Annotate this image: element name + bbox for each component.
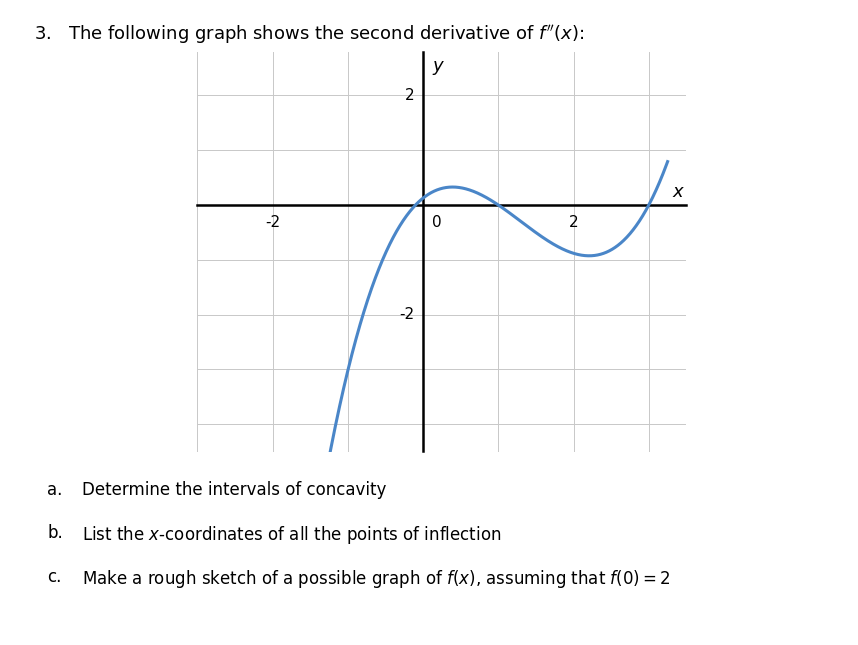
Text: b.: b.	[47, 524, 63, 542]
Text: 0: 0	[432, 215, 442, 230]
Text: c.: c.	[47, 568, 62, 586]
Text: y: y	[432, 57, 443, 75]
Text: 2: 2	[569, 215, 578, 230]
Text: x: x	[672, 183, 683, 201]
Text: -2: -2	[265, 215, 281, 230]
Text: Determine the intervals of concavity: Determine the intervals of concavity	[82, 481, 386, 499]
Text: 2: 2	[404, 88, 414, 103]
Text: a.: a.	[47, 481, 63, 499]
Text: 3.   The following graph shows the second derivative of $f''(x)$:: 3. The following graph shows the second …	[34, 23, 585, 46]
Text: List the $x$-coordinates of all the points of inflection: List the $x$-coordinates of all the poin…	[82, 524, 501, 546]
Text: -2: -2	[399, 307, 414, 322]
Text: Make a rough sketch of a possible graph of $f(x)$, assuming that $f(0) = 2$: Make a rough sketch of a possible graph …	[82, 568, 670, 590]
